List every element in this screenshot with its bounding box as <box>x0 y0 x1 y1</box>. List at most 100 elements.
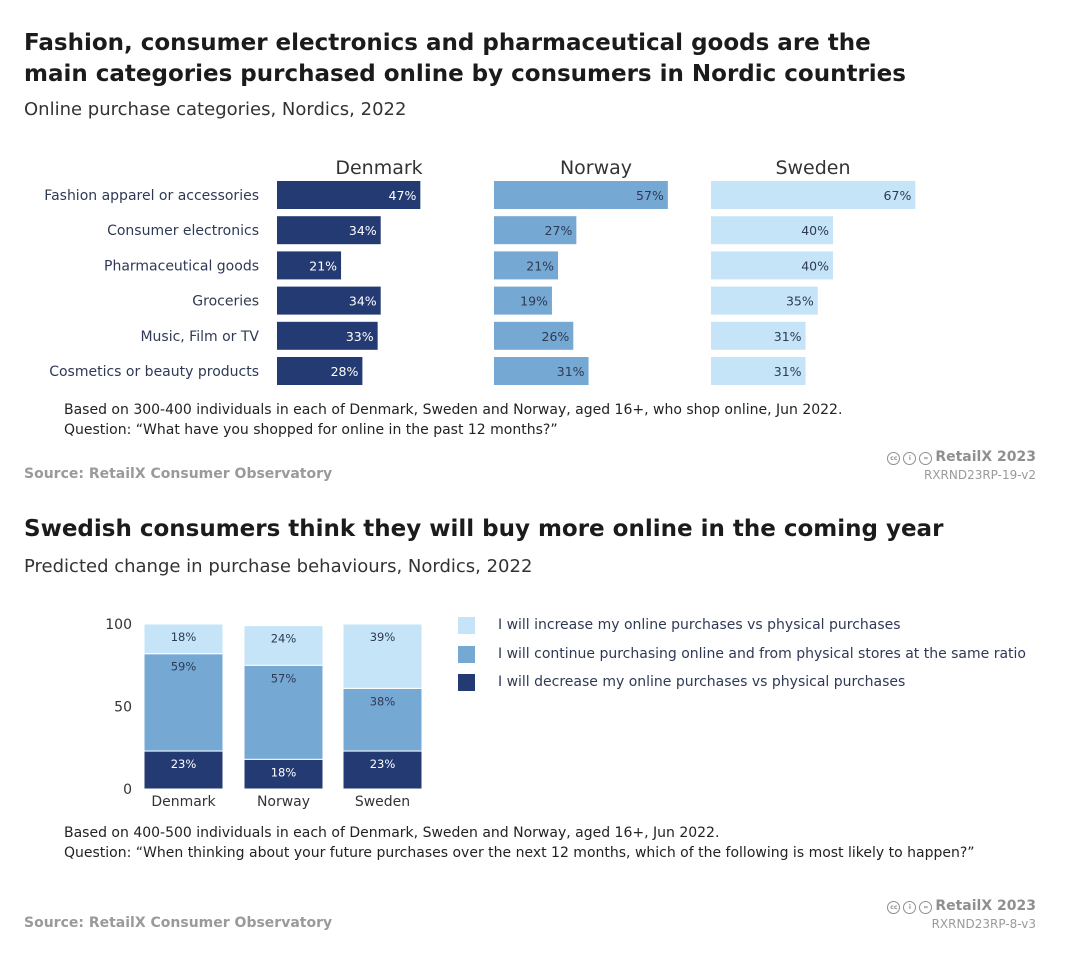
segment-value-label: 23% <box>370 757 396 771</box>
stacked-bar-segment <box>342 623 423 689</box>
chart1-title-line2: main categories purchased online by cons… <box>24 61 906 87</box>
bar-value-label: 26% <box>542 329 570 344</box>
chart2-code: RXRND23RP-8-v3 <box>931 917 1036 931</box>
y-tick-label: 100 <box>105 617 132 633</box>
bar-value-label: 35% <box>786 294 814 309</box>
category-label: Music, Film or TV <box>140 329 259 345</box>
bar <box>711 181 916 209</box>
segment-value-label: 38% <box>370 694 396 708</box>
chart1-title-line1: Fashion, consumer electronics and pharma… <box>24 30 871 56</box>
bar <box>277 357 363 385</box>
stacked-bar-segment <box>243 664 324 760</box>
segment-value-label: 59% <box>171 660 197 674</box>
bar-value-label: 33% <box>346 329 374 344</box>
bar-value-label: 19% <box>520 294 548 309</box>
stacked-bar-segment <box>143 750 224 790</box>
legend-label-increase: I will increase my online purchases vs p… <box>498 617 901 633</box>
bar <box>277 321 378 350</box>
segment-value-label: 57% <box>271 671 297 685</box>
bar <box>711 357 806 385</box>
bar <box>277 216 381 245</box>
panel-title: Denmark <box>335 157 422 179</box>
x-tick-label: Denmark <box>151 794 216 810</box>
bar <box>494 181 668 209</box>
bar-value-label: 28% <box>331 364 359 379</box>
legend-swatch-increase <box>458 617 475 634</box>
bar-value-label: 47% <box>389 188 417 203</box>
nd-icon: = <box>919 901 933 914</box>
stacked-bar-segment <box>143 623 224 655</box>
by-icon: i <box>903 901 917 914</box>
bar-value-label: 27% <box>545 223 573 238</box>
panel-title: Sweden <box>775 157 850 179</box>
chart2-brand: cc i = RetailX 2023 <box>887 898 1036 914</box>
legend-swatch-decrease <box>458 674 475 691</box>
chart1-brand: cc i = RetailX 2023 <box>887 449 1036 465</box>
y-tick-label: 50 <box>114 700 132 716</box>
chart2-title: Swedish consumers think they will buy mo… <box>24 516 944 542</box>
bar-value-label: 31% <box>557 364 585 379</box>
chart1-subtitle: Online purchase categories, Nordics, 202… <box>24 99 407 120</box>
bar-value-label: 21% <box>526 258 554 273</box>
x-tick-label: Sweden <box>355 794 410 810</box>
bar <box>711 251 833 280</box>
x-tick-label: Norway <box>257 794 310 810</box>
segment-value-label: 39% <box>370 630 396 644</box>
chart2-note-line2: Question: “When thinking about your futu… <box>64 845 975 861</box>
category-label: Fashion apparel or accessories <box>44 188 259 204</box>
chart2-brand-label: RetailX 2023 <box>935 898 1036 914</box>
segment-value-label: 18% <box>271 765 297 779</box>
chart2-svg: 0 50 100 23% 59% 18% Denmark 18% 57% 24% Norway 23%… <box>105 617 423 810</box>
cc-icon: cc <box>887 901 901 914</box>
stacked-bar-segment <box>243 758 324 790</box>
bar-value-label: 31% <box>774 329 802 344</box>
segment-value-label: 18% <box>171 630 197 644</box>
bar <box>494 286 552 315</box>
bar <box>711 286 818 315</box>
cc-icon: cc <box>887 452 901 465</box>
bar-value-label: 40% <box>801 258 829 273</box>
category-label: Cosmetics or beauty products <box>49 364 259 380</box>
segment-value-label: 24% <box>271 632 297 646</box>
stacked-bar-segment <box>143 653 224 752</box>
by-icon: i <box>903 452 917 465</box>
category-label: Groceries <box>192 294 259 310</box>
chart1-brand-label: RetailX 2023 <box>935 449 1036 465</box>
bar <box>494 321 574 350</box>
nd-icon: = <box>919 452 933 465</box>
bar <box>494 251 559 280</box>
bar <box>277 251 342 280</box>
chart1-svg: Fashion apparel or accessories Consumer e… <box>44 157 916 385</box>
bar <box>277 181 421 209</box>
category-label: Pharmaceutical goods <box>104 258 259 274</box>
bar <box>711 321 806 350</box>
segment-value-label: 23% <box>171 757 197 771</box>
bar <box>277 286 381 315</box>
chart2-subtitle: Predicted change in purchase behaviours,… <box>24 556 533 577</box>
bar <box>494 357 589 385</box>
chart1-note-line2: Question: “What have you shopped for onl… <box>64 422 558 438</box>
legend-label-same: I will continue purchasing online and fr… <box>498 645 1026 662</box>
bar <box>494 216 577 245</box>
chart2-note-line1: Based on 400-500 individuals in each of … <box>64 825 720 841</box>
bar-value-label: 21% <box>309 258 337 273</box>
bar-value-label: 57% <box>636 188 664 203</box>
stacked-bar-segment <box>243 625 324 666</box>
legend-swatch-same <box>458 645 475 663</box>
panel-title: Norway <box>560 157 632 179</box>
y-tick-label: 0 <box>123 782 132 798</box>
chart1-note-line1: Based on 300-400 individuals in each of … <box>64 402 843 418</box>
bar-value-label: 67% <box>884 188 912 203</box>
bar-value-label: 34% <box>349 223 377 238</box>
chart2-source: Source: RetailX Consumer Observatory <box>24 915 333 931</box>
bar <box>711 216 833 245</box>
category-label: Consumer electronics <box>107 223 259 239</box>
chart1-source: Source: RetailX Consumer Observatory <box>24 466 333 482</box>
bar-value-label: 31% <box>774 364 802 379</box>
stacked-bar-segment <box>342 750 423 790</box>
stacked-bar-segment <box>342 687 423 752</box>
bar-value-label: 40% <box>801 223 829 238</box>
chart1-code: RXRND23RP-19-v2 <box>923 468 1036 482</box>
bar-value-label: 34% <box>349 294 377 309</box>
legend-label-decrease: I will decrease my online purchases vs p… <box>498 674 906 690</box>
